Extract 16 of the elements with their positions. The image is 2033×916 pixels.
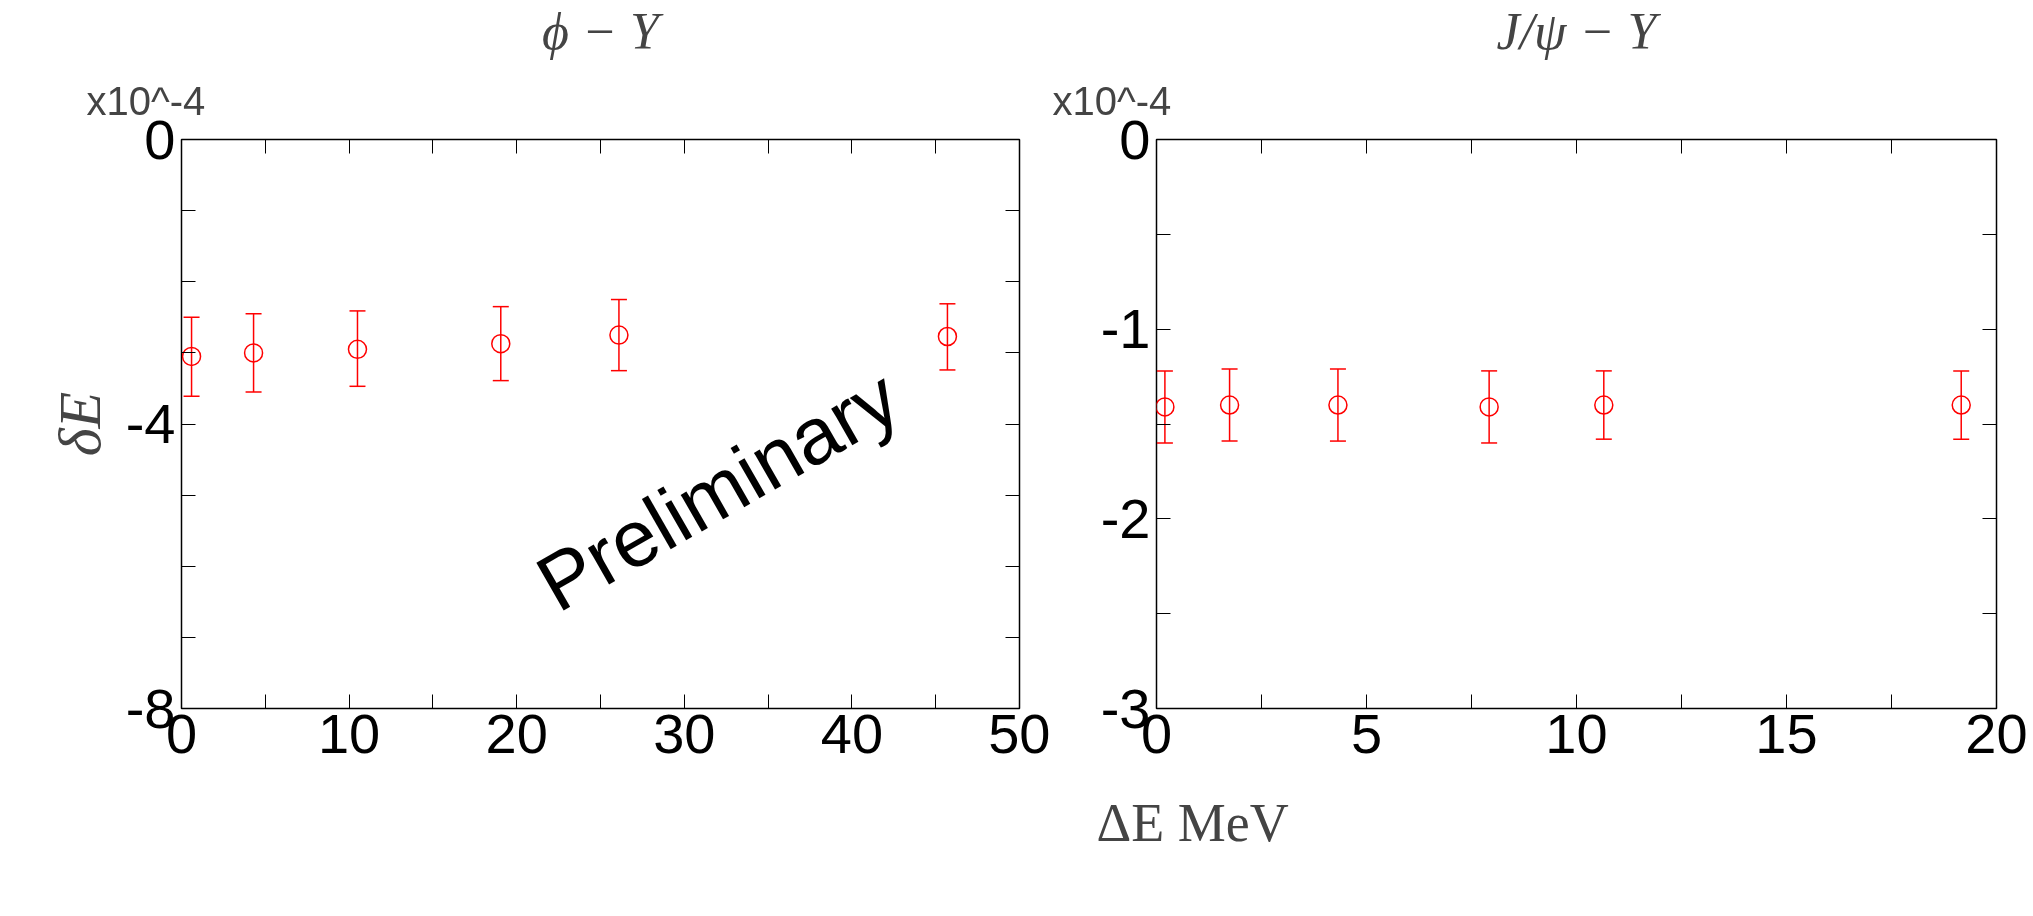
x-tick-label: 10 — [317, 701, 381, 765]
x-tick-label: 30 — [653, 701, 716, 765]
y-tick-label: -2 — [1100, 486, 1151, 550]
x-tick-label: 20 — [1965, 701, 2028, 765]
chart-title: J/ψ − Υ — [1496, 2, 1662, 60]
x-tick-label: 40 — [820, 701, 884, 765]
chart-title: ϕ − Υ — [542, 2, 665, 60]
x-tick-label: 10 — [1545, 701, 1608, 765]
x-tick-label: 50 — [988, 701, 1051, 765]
y-tick-label: -1 — [1100, 297, 1151, 361]
x-axis-title: ΔE MeV — [1096, 792, 1289, 853]
x-tick-label: 20 — [485, 701, 548, 765]
y-tick-label: -4 — [125, 392, 176, 455]
x-tick-label: 5 — [1350, 701, 1383, 765]
x-tick-label: 15 — [1755, 701, 1818, 765]
y-axis-title: δE — [46, 391, 113, 457]
